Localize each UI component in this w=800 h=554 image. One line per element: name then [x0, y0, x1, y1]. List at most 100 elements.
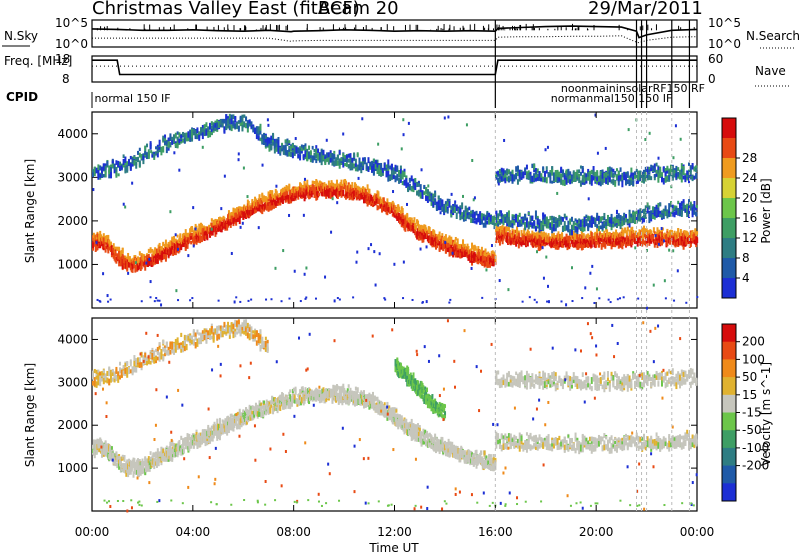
- echo-mark: [437, 200, 440, 204]
- echo-mark: [579, 219, 582, 224]
- echo-mark: [574, 171, 577, 177]
- echo-mark: [522, 216, 525, 220]
- echo-mark: [264, 142, 267, 147]
- echo-mark: [430, 236, 433, 240]
- echo-mark: [318, 155, 321, 163]
- freq-right-tick-bottom: 0: [708, 72, 716, 86]
- echo-mark: [662, 209, 665, 214]
- echo-mark: [614, 235, 617, 241]
- echo-mark: [144, 264, 147, 271]
- echo-mark: [398, 206, 401, 210]
- echo-mark: [268, 137, 271, 142]
- echo-mark: [394, 175, 397, 183]
- echo-mark: [686, 174, 689, 178]
- echo-mark: [594, 171, 597, 176]
- echo-mark: [167, 137, 170, 143]
- echo-mark: [335, 160, 338, 165]
- echo-mark: [650, 210, 653, 216]
- echo-mark: [238, 217, 241, 225]
- echo-mark: [605, 234, 608, 242]
- echo-mark: [614, 216, 617, 224]
- echo-mark: [545, 166, 548, 170]
- echo-mark: [326, 188, 329, 196]
- echo-mark: [333, 155, 336, 160]
- echo-mark: [155, 146, 158, 150]
- echo-mark: [637, 175, 640, 181]
- freq-left-tick-bottom: 8: [62, 72, 70, 86]
- echo-mark: [583, 178, 586, 183]
- echo-mark: [619, 167, 622, 172]
- echo-mark: [137, 257, 140, 261]
- echo-mark: [567, 176, 570, 182]
- echo-mark: [467, 245, 470, 251]
- echo-mark: [107, 234, 110, 240]
- echo-mark: [653, 167, 656, 173]
- echo-mark: [456, 238, 459, 246]
- echo-mark: [387, 168, 390, 172]
- echo-mark: [239, 121, 242, 127]
- echo-mark: [556, 220, 559, 224]
- echo-mark: [606, 178, 609, 185]
- echo-mark: [671, 165, 674, 172]
- echo-mark: [408, 183, 411, 191]
- echo-mark: [386, 198, 389, 203]
- echo-mark: [320, 157, 323, 163]
- echo-mark: [642, 208, 645, 215]
- echo-mark: [390, 173, 393, 180]
- echo-mark: [520, 232, 523, 237]
- echo-mark: [578, 177, 581, 184]
- echo-mark: [405, 178, 408, 182]
- echo-mark: [572, 220, 575, 225]
- echo-mark: [360, 167, 363, 174]
- echo-mark: [659, 210, 662, 214]
- echo-mark: [212, 124, 215, 131]
- echo-mark: [369, 166, 372, 170]
- echo-mark: [187, 131, 190, 138]
- echo-mark: [518, 219, 521, 224]
- echo-mark: [327, 180, 330, 186]
- echo-mark: [268, 140, 271, 144]
- echo-mark: [477, 260, 480, 265]
- echo-mark: [585, 173, 588, 178]
- echo-mark: [533, 173, 536, 177]
- echo-mark: [662, 166, 665, 171]
- echo-mark: [556, 172, 559, 176]
- echo-mark: [484, 221, 487, 228]
- echo-mark: [119, 260, 122, 267]
- echo-mark: [133, 261, 136, 269]
- echo-mark: [399, 210, 402, 216]
- echo-mark: [515, 235, 518, 241]
- echo-mark: [297, 148, 300, 154]
- echo-mark: [507, 177, 510, 183]
- echo-mark: [142, 153, 145, 157]
- echo-mark: [603, 217, 606, 221]
- echo-mark: [414, 185, 417, 191]
- echo-mark: [600, 243, 603, 248]
- echo-mark: [501, 239, 504, 245]
- noise-left-tick-bottom: 10^0: [55, 37, 88, 51]
- echo-mark: [394, 168, 397, 174]
- echo-mark: [574, 222, 577, 226]
- echo-mark: [399, 214, 402, 219]
- echo-mark: [353, 152, 356, 158]
- echo-mark: [534, 168, 537, 172]
- echo-mark: [173, 134, 176, 140]
- echo-mark: [621, 242, 624, 250]
- echo-mark: [659, 172, 662, 178]
- echo-mark: [677, 232, 680, 238]
- echo-mark: [438, 245, 441, 252]
- echo-mark: [138, 251, 141, 256]
- echo-mark: [137, 258, 140, 266]
- echo-mark: [549, 170, 552, 176]
- echo-mark: [401, 180, 404, 186]
- echo-mark: [446, 208, 449, 214]
- echo-mark: [417, 181, 420, 185]
- echo-mark: [190, 232, 193, 238]
- echo-mark: [302, 188, 305, 194]
- echo-mark: [126, 166, 129, 173]
- echo-mark: [403, 179, 406, 186]
- echo-mark: [306, 148, 309, 154]
- echo-mark: [642, 225, 645, 230]
- echo-mark: [390, 168, 393, 175]
